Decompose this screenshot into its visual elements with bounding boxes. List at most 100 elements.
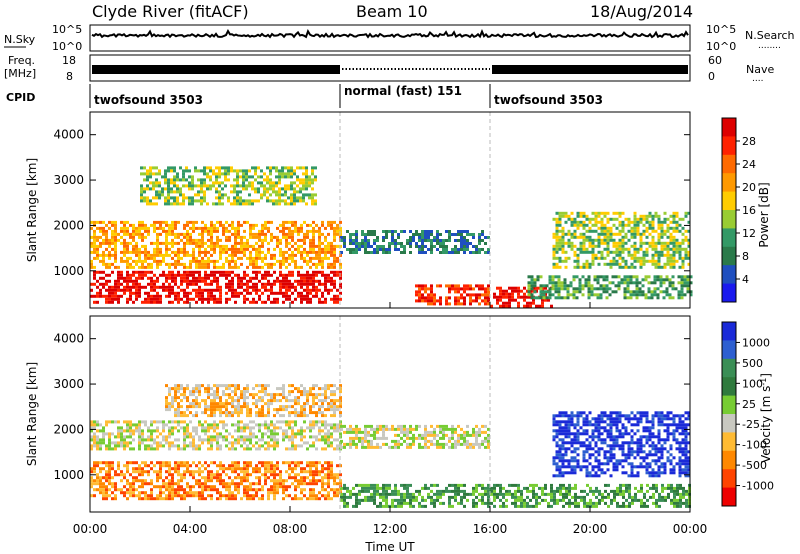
heatmap-cell (642, 253, 646, 257)
heatmap-cell (394, 445, 397, 449)
heatmap-cell (219, 479, 222, 483)
heatmap-cell (618, 262, 622, 266)
heatmap-cell (361, 430, 364, 434)
heatmap-cell (102, 491, 105, 495)
heatmap-cell (273, 279, 276, 283)
heatmap-cell (370, 230, 373, 233)
heatmap-cell (291, 435, 294, 439)
heatmap-cell (654, 229, 658, 233)
heatmap-cell (105, 485, 108, 489)
heatmap-cell (218, 184, 221, 188)
heatmap-cell (376, 430, 379, 434)
heatmap-cell (258, 461, 261, 465)
heatmap-cell (314, 166, 317, 170)
heatmap-cell (258, 423, 261, 427)
heatmap-cell (276, 226, 279, 230)
heatmap-cell (463, 248, 466, 251)
heatmap-cell (645, 229, 649, 233)
heatmap-cell (270, 444, 273, 448)
heatmap-cell (656, 275, 660, 279)
heatmap-cell (630, 253, 634, 257)
heatmap-cell (638, 293, 642, 297)
heatmap-cell (330, 390, 333, 394)
heatmap-cell (273, 435, 276, 439)
heatmap-cell (481, 284, 484, 288)
heatmap-cell (90, 447, 93, 451)
heatmap-cell (285, 470, 288, 474)
heatmap-cell (221, 196, 224, 200)
heatmap-cell (570, 235, 574, 239)
heatmap-cell (255, 270, 258, 274)
heatmap-cell (291, 282, 294, 286)
heatmap-cell (294, 485, 297, 489)
heatmap-cell (224, 175, 227, 179)
heatmap-cell (186, 241, 189, 245)
heatmap-cell (312, 387, 315, 391)
heatmap-cell (448, 296, 451, 300)
heatmap-cell (290, 184, 293, 188)
heatmap-cell (591, 262, 595, 266)
heatmap-cell (273, 300, 276, 304)
heatmap-cell (155, 184, 158, 188)
heatmap-cell (240, 435, 243, 439)
heatmap-cell (219, 482, 222, 486)
heatmap-cell (618, 253, 622, 257)
heatmap-cell (123, 485, 126, 489)
heatmap-cell (588, 226, 592, 230)
heatmap-cell (662, 278, 666, 282)
heatmap-cell (102, 259, 105, 263)
heatmap-cell (153, 250, 156, 254)
heatmap-cell (99, 429, 102, 433)
heatmap-cell (225, 384, 228, 388)
heatmap-cell (132, 432, 135, 436)
heatmap-cell (159, 420, 162, 424)
heatmap-cell (333, 479, 336, 483)
heatmap-cell (192, 229, 195, 233)
heatmap-cell (327, 482, 330, 486)
heatmap-cell (111, 447, 114, 451)
heatmap-cell (225, 485, 228, 489)
heatmap-cell (234, 250, 237, 254)
heatmap-cell (626, 287, 630, 291)
heatmap-cell (231, 232, 234, 236)
heatmap-cell (502, 292, 505, 296)
heatmap-cell (318, 387, 321, 391)
heatmap-cell (508, 295, 511, 299)
heatmap-cell (132, 423, 135, 427)
heatmap-cell (177, 420, 180, 424)
heatmap-cell (478, 302, 481, 306)
heatmap-cell (582, 232, 586, 236)
heatmap-cell (93, 276, 96, 280)
heatmap-cell (144, 244, 147, 248)
heatmap-cell (309, 265, 312, 269)
heatmap-cell (300, 297, 303, 301)
heatmap-cell (352, 239, 355, 242)
heatmap-cell (430, 430, 433, 434)
heatmap-cell (132, 438, 135, 442)
heatmap-cell (144, 273, 147, 277)
heatmap-cell (279, 238, 282, 242)
heatmap-cell (364, 436, 367, 440)
heatmap-cell (555, 238, 559, 242)
heatmap-cell (361, 242, 364, 245)
heatmap-cell (343, 239, 346, 242)
heatmap-cell (451, 287, 454, 291)
heatmap-cell (460, 296, 463, 300)
heatmap-cell (144, 447, 147, 451)
heatmap-cell (279, 288, 282, 292)
heatmap-cell (539, 287, 543, 291)
freq-panel: Freq. [MHz] 18 8 60 0 Nave .... (4, 54, 774, 84)
heatmap-cell (165, 405, 168, 409)
heatmap-cell (663, 244, 667, 248)
heatmap-cell (324, 488, 327, 492)
heatmap-cell (285, 297, 288, 301)
heatmap-cell (146, 196, 149, 200)
heatmap-cell (306, 270, 309, 274)
heatmap-cell (168, 482, 171, 486)
heatmap-cell (305, 193, 308, 197)
heatmap-cell (254, 178, 257, 182)
heatmap-cell (270, 429, 273, 433)
heatmap-cell (309, 279, 312, 283)
heatmap-cell (243, 467, 246, 471)
heatmap-cell (182, 199, 185, 203)
